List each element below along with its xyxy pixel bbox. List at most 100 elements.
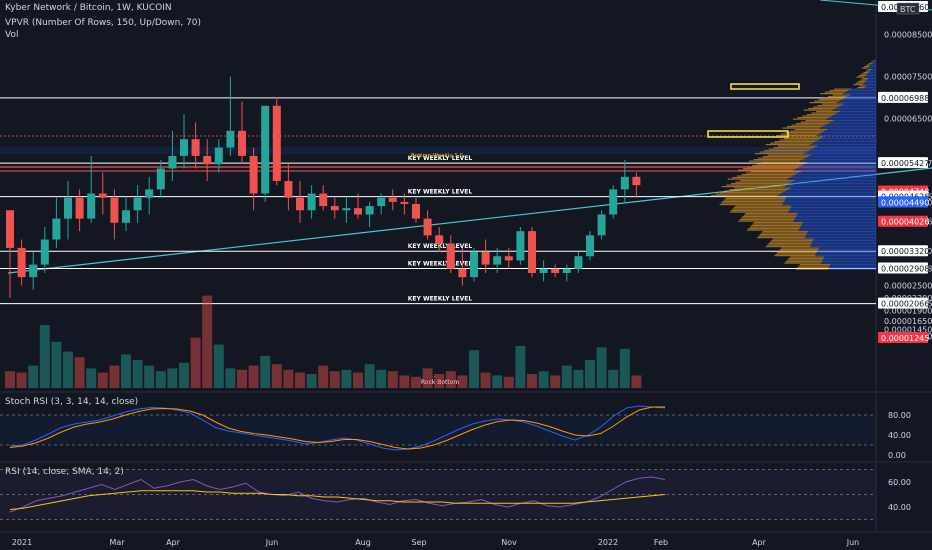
vpvr-bar-up (782, 204, 876, 206)
volume-bar (503, 376, 514, 388)
vpvr-bar-up (799, 160, 876, 162)
vpvr-bar-up (811, 148, 876, 150)
currency-badge-label: BTC (900, 5, 916, 14)
vpvr-bar-up (795, 216, 876, 218)
vpvr-bar-up (816, 135, 876, 137)
vpvr-bar-down (779, 249, 819, 251)
candle (528, 231, 536, 273)
price-marker (878, 196, 928, 208)
vpvr-bar-down (758, 157, 806, 159)
candle (574, 256, 583, 269)
candle (342, 208, 351, 211)
vpvr-bar-up (813, 240, 876, 242)
vpvr-bar-down (753, 222, 803, 224)
vpvr-bar-up (806, 151, 876, 153)
candle (354, 208, 362, 215)
vpvr-bar-up (812, 142, 876, 144)
vpvr-bar-up (809, 246, 876, 248)
volume-bar (225, 368, 236, 388)
vpvr-bar-down (834, 88, 851, 90)
candle (64, 197, 72, 219)
vpvr-indicator-title[interactable]: VPVR (Number Of Rows, 150, Up/Down, 70) (5, 18, 202, 28)
price-marker (878, 262, 928, 274)
volume-bar (561, 365, 572, 388)
volume-bar (155, 371, 166, 388)
vpvr-bar-up (810, 154, 876, 156)
vpvr-bar-down (765, 144, 810, 146)
vpvr-bar-up (866, 85, 876, 87)
rsi-axis-label: 40.00 (888, 503, 911, 512)
time-axis-label: 2022 (598, 538, 618, 547)
vpvr-bar-up (869, 70, 876, 72)
vpvr-bar-down (818, 99, 842, 101)
vpvr-bar-up (787, 178, 876, 180)
candle (586, 235, 594, 257)
vpvr-bar-down (866, 64, 871, 66)
vpvr-bar-down (729, 211, 789, 213)
vpvr-bar-up (818, 249, 876, 251)
vpvr-bar-down (817, 105, 841, 107)
vpvr-bar-down (820, 93, 843, 95)
vpvr-bar-up (809, 144, 876, 146)
rsi-title[interactable]: RSI (14, close, SMA, 14, 2) (5, 467, 124, 477)
vpvr-bar-up (873, 61, 876, 63)
vpvr-bar-down (792, 118, 827, 120)
vpvr-bar-down (720, 192, 783, 194)
vpvr-bar-down (767, 154, 811, 156)
vpvr-bar-down (776, 135, 817, 137)
volume-bar (283, 369, 294, 388)
vpvr-bar-up (790, 207, 876, 209)
candle (516, 231, 525, 261)
vpvr-bar-up (829, 265, 876, 267)
vpvr-bar-up (821, 261, 876, 263)
vpvr-bar-up (820, 262, 876, 264)
candle (481, 252, 490, 265)
vpvr-bar-up (835, 108, 876, 110)
vpvr-bar-up (847, 96, 876, 98)
candle (191, 139, 200, 156)
candle (168, 155, 177, 169)
vpvr-bar-up (819, 247, 876, 249)
candle (40, 239, 49, 265)
rsi-axis-label: 60.00 (888, 478, 911, 487)
vpvr-bar-up (844, 97, 876, 99)
volume-bar (260, 355, 271, 388)
vpvr-bar-down (746, 172, 799, 174)
vpvr-bar-up (817, 250, 876, 252)
vpvr-bar-down (770, 142, 813, 144)
price-marker (878, 157, 928, 169)
stoch-rsi-title[interactable]: Stoch RSI (3, 3, 14, 14, close) (5, 397, 139, 407)
key-level-label: KEY WEEKLY LEVEL (408, 189, 473, 196)
vpvr-bar-up (841, 99, 876, 101)
vpvr-bar-up (821, 132, 876, 134)
vpvr-bar-down (816, 111, 840, 113)
volume-indicator-title[interactable]: Vol (5, 30, 19, 40)
candle (609, 189, 618, 215)
vpvr-bar-up (789, 208, 876, 210)
vpvr-bar-up (791, 205, 876, 207)
vpvr-bar-down (832, 94, 851, 96)
vpvr-bar-down (735, 205, 792, 207)
vpvr-bar-up (785, 198, 876, 200)
vpvr-bar-down (764, 150, 809, 152)
volume-bar (318, 365, 329, 388)
vpvr-bar-down (774, 141, 816, 143)
vpvr-bar-down (796, 123, 829, 125)
price-axis-label: 0.00001900 (884, 307, 932, 316)
vpvr-bar-up (801, 225, 876, 227)
stoch-axis-label: 80.00 (888, 411, 911, 420)
candle (632, 176, 641, 186)
vpvr-bar-down (736, 175, 793, 177)
vpvr-bar-up (807, 232, 876, 234)
vpvr-bar-up (868, 72, 876, 74)
vpvr-bar-down (828, 96, 848, 98)
vpvr-bar-down (739, 219, 795, 221)
vpvr-bar-down (738, 220, 794, 222)
vpvr-bar-down (749, 226, 801, 228)
candle (75, 197, 84, 219)
vpvr-bar-up (826, 118, 876, 120)
candle (423, 218, 432, 236)
vpvr-bar-down (768, 148, 812, 150)
candle (203, 155, 212, 165)
